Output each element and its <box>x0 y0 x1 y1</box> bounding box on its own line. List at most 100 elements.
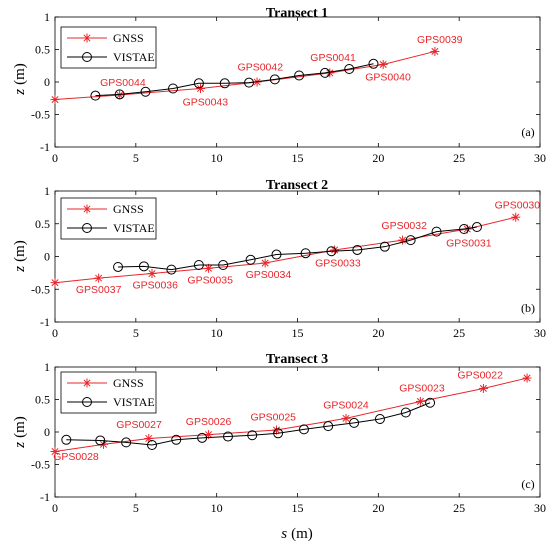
panel-3-vistae-point <box>95 435 106 446</box>
panel-1-gnss-point <box>378 59 388 69</box>
panel-2-point-label: GPS0035 <box>187 274 233 286</box>
panel-1-xtick-label: 30 <box>534 151 546 165</box>
panel-3-gnss-point <box>478 383 488 393</box>
panel-1-vistae-point <box>319 67 330 78</box>
panel-2-xtick-label: 25 <box>453 326 465 340</box>
panel-3-xtick-label: 25 <box>453 501 465 515</box>
panel-2-ylabel-var: z <box>12 266 28 273</box>
panel-1-vistae-point <box>294 70 305 81</box>
panel-3-legend-gnss-marker <box>82 378 92 388</box>
panel-1-ytick-label: -0.5 <box>31 108 50 122</box>
panel-1-vistae-point <box>168 83 179 94</box>
panel-1-xtick-label: 10 <box>211 151 223 165</box>
panel-2-legend-gnss-marker <box>82 204 92 214</box>
panel-2-point-label: GPS0033 <box>315 257 361 269</box>
panel-2-vistae-point <box>471 222 482 233</box>
panel-1-ylabel: z (m) <box>12 63 28 96</box>
panel-3-ytick-label: -1 <box>40 490 50 504</box>
panel-1-legend-box <box>60 26 157 69</box>
panel-2-gnss-point <box>330 245 340 255</box>
panel-3-legend-box <box>60 371 157 414</box>
panel-2-ytick-label: 0.5 <box>35 217 50 231</box>
panel-3-xlabel-var: s <box>281 526 287 542</box>
panel-2-gnss-point <box>94 273 104 283</box>
panel-2-xtick-label: 5 <box>133 326 139 340</box>
panel-3-point-label: GPS0027 <box>116 419 162 431</box>
panel-1-vistae-point <box>140 86 151 97</box>
panel-3-vistae-point <box>147 440 157 450</box>
panel-1-xtick-label: 20 <box>372 151 384 165</box>
panel-3-gnss-point <box>522 373 532 383</box>
panel-3-gnss-point <box>271 425 281 435</box>
panel-2-point-label: GPS0036 <box>132 280 178 292</box>
panel-2-vistae-point <box>405 235 416 246</box>
panel-2-point-label: GPS0031 <box>446 238 492 250</box>
panel-1-vistae-point <box>244 77 254 88</box>
panel-3-gnss-point <box>50 447 60 456</box>
panel-3-vistae-point <box>171 434 182 445</box>
panel-2-xtick-label: 30 <box>534 326 546 340</box>
panel-3-xtick-label: 5 <box>133 501 139 515</box>
panel-2-ylabel-unit: (m) <box>12 240 28 262</box>
panel-3-ytick-label: 1 <box>44 360 50 374</box>
panel-2-ytick-label: 1 <box>44 184 50 198</box>
panel-3-vistae-line <box>66 402 431 446</box>
panel-1-gnss-point <box>115 90 125 100</box>
panel-3-point-label: GPS0028 <box>53 451 99 463</box>
panel-3-ytick-label: 0 <box>44 425 50 439</box>
panel-2-legend: GNSS VISTAE <box>60 197 157 240</box>
panel-2-vistae-point <box>245 254 256 265</box>
panel-3-vistae-point <box>323 421 334 432</box>
panel-3-vistae-point <box>425 397 436 408</box>
panel-2-vistae-point <box>193 260 204 271</box>
panel-3-vistae-point <box>400 407 411 418</box>
panel-2-vistae-point <box>113 261 124 272</box>
panel-2-point-label: GPS0034 <box>246 269 292 281</box>
panel-2: Transect 2 z(m) -1-0.500.510 5 10 15 20 25 30G… <box>12 178 546 340</box>
panel-2-point-label: GPS0032 <box>381 220 427 232</box>
panel-3-xtick-label: 30 <box>534 501 546 515</box>
panel-3-vistae-point <box>298 424 309 435</box>
panel-2-point-label: GPS0037 <box>76 284 122 296</box>
panel-2-tag: (b) <box>521 301 535 315</box>
panel-3-gnss-point <box>415 396 425 406</box>
panel-2-vistae-point <box>379 241 390 252</box>
panel-3: Transect 3 z(m) -1-0.500.510 5 10 15 20 25 30G… <box>12 352 546 542</box>
panel-1-vistae-point <box>269 74 280 85</box>
panel-1-legend-vistae-marker <box>82 52 92 62</box>
panel-3-vistae-point <box>61 434 72 445</box>
panel-3-title: Transect 3 <box>266 352 328 367</box>
panel-2-vistae-point <box>300 248 311 259</box>
panel-2-vistae-point <box>138 261 149 272</box>
panel-2-legend-vistae-label: VISTAE <box>113 221 155 235</box>
panel-3-vistae-point <box>273 428 284 439</box>
panel-3-xtick-label: 15 <box>292 501 304 515</box>
panel-2-vistae-point <box>326 246 337 257</box>
panel-2-vistae-point <box>218 260 229 271</box>
panel-2-gnss-point <box>147 269 157 279</box>
panel-2-vistae-point <box>271 249 282 260</box>
panel-1-vistae-point <box>193 78 204 89</box>
panel-1-gnss-point <box>50 95 60 105</box>
panel-3-xlabel: s (m) <box>281 526 313 542</box>
panel-2-vistae-point <box>166 264 177 275</box>
panel-2-ytick-label: 0 <box>44 250 50 264</box>
panel-1-vistae-point <box>219 78 230 89</box>
panel-1-gnss-point <box>196 84 205 93</box>
panel-3-legend-vistae-label: VISTAE <box>113 395 155 409</box>
panel-2-vistae-point <box>459 223 470 234</box>
panel-1-legend-gnss-marker <box>82 33 92 43</box>
panel-2-vistae-point <box>352 244 363 255</box>
panel-1-legend: GNSS VISTAE <box>60 26 157 69</box>
panel-2-gnss-point <box>50 278 60 288</box>
panel-1-vistae-point <box>344 64 355 74</box>
panel-2-xtick-label: 20 <box>372 326 384 340</box>
panel-1-ylabel-unit: (m) <box>12 63 28 85</box>
panel-3-xlabel-unit: (m) <box>291 526 313 542</box>
panel-2-ytick-label: -1 <box>40 315 50 329</box>
panel-3-point-label: GPS0025 <box>250 411 296 423</box>
panel-3-gnss-point <box>341 413 351 423</box>
panel-3-vistae-point <box>374 414 385 424</box>
